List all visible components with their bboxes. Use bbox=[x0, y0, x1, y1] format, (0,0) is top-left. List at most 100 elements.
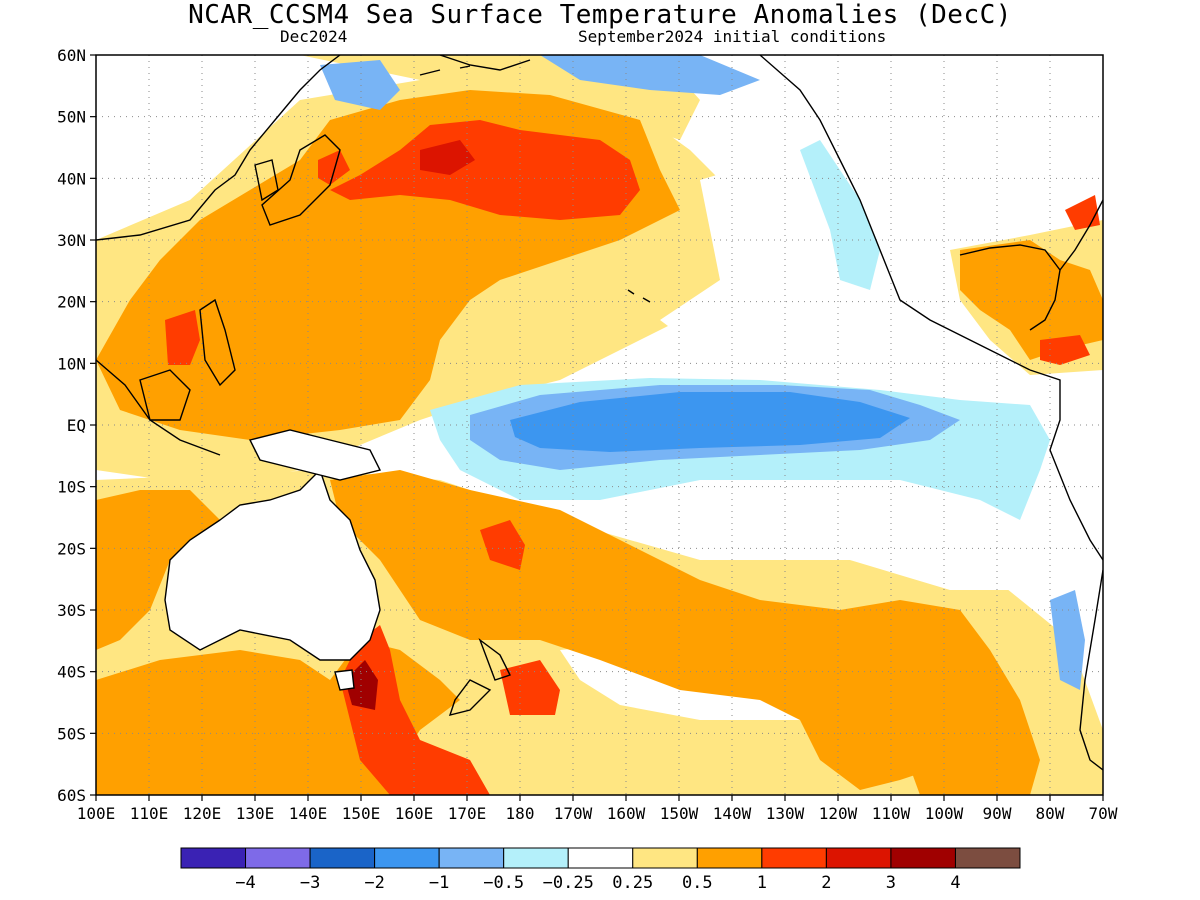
lat-tick-label: 30N bbox=[57, 231, 86, 250]
coastline-north-america bbox=[759, 55, 1031, 371]
coastline-hawaii bbox=[627, 289, 651, 303]
lat-tick-label: 50S bbox=[57, 724, 86, 743]
colorbar-label: −4 bbox=[235, 873, 255, 893]
lat-tick-label: 40S bbox=[57, 663, 86, 682]
colorbar-label: −0.5 bbox=[483, 873, 524, 893]
coastline-alaska bbox=[439, 55, 531, 71]
map-title: NCAR_CCSM4 Sea Surface Temperature Anoma… bbox=[188, 0, 1012, 30]
latitude-axis: 60N 50N 40N 30N 20N 10N EQ 10S 20S 30S 40S 50S 60S bbox=[57, 46, 96, 805]
colorbar-label: −2 bbox=[364, 873, 384, 893]
anomaly-field bbox=[96, 55, 1103, 795]
coastline-philippines bbox=[199, 298, 236, 387]
colorbar-swatch bbox=[890, 847, 956, 869]
coastline-new-zealand-south bbox=[448, 679, 492, 716]
forecast-month: Dec2024 bbox=[280, 27, 348, 46]
lon-tick-label: 150E bbox=[342, 804, 381, 823]
lat-tick-label: 50N bbox=[57, 108, 86, 127]
coastline-aleutians bbox=[419, 65, 471, 76]
colorbar-swatch bbox=[632, 847, 698, 869]
coastline-tasmania bbox=[334, 669, 355, 691]
lon-tick-label: 90W bbox=[983, 804, 1012, 823]
coastline-south-america bbox=[1029, 369, 1103, 771]
lon-tick-label: 180 bbox=[506, 804, 535, 823]
coastline-japan bbox=[261, 134, 341, 226]
colorbar-swatch bbox=[309, 847, 376, 869]
colorbar-label: 1 bbox=[757, 873, 767, 893]
coastline-new-zealand-north bbox=[478, 638, 511, 681]
colorbar-swatch bbox=[696, 847, 763, 869]
lat-tick-label: EQ bbox=[67, 416, 86, 435]
coastline-florida-east bbox=[1059, 199, 1103, 271]
lon-tick-label: 120W bbox=[819, 804, 858, 823]
lat-tick-label: 60N bbox=[57, 46, 86, 65]
hot-region-japan bbox=[318, 150, 350, 185]
colorbar-swatch bbox=[374, 847, 440, 869]
hot-region-caribbean bbox=[1040, 335, 1090, 365]
cool-region-north-pacific bbox=[540, 55, 760, 95]
hot-region-south-of-nz bbox=[500, 660, 560, 715]
lon-tick-label: 70W bbox=[1089, 804, 1118, 823]
lon-tick-label: 140W bbox=[713, 804, 752, 823]
hot-region-kuroshio bbox=[330, 120, 640, 220]
lat-tick-label: 30S bbox=[57, 601, 86, 620]
lon-tick-label: 170W bbox=[554, 804, 593, 823]
coastline-asia-mainland bbox=[96, 55, 341, 241]
lon-tick-label: 120E bbox=[183, 804, 222, 823]
coastline-gulf-of-mexico bbox=[959, 244, 1061, 331]
colorbar-label: 3 bbox=[886, 873, 896, 893]
colorbar-label: −0.25 bbox=[543, 873, 594, 893]
hottest-core-kuroshio bbox=[420, 140, 475, 175]
longitude-axis: 100E 110E 120E 130E 140E 150E 160E 170E 180 170W 1… bbox=[77, 795, 1118, 823]
lon-tick-label: 80W bbox=[1036, 804, 1065, 823]
coastline-new-guinea bbox=[248, 429, 382, 481]
lon-tick-label: 100E bbox=[77, 804, 116, 823]
colorbar-label: 4 bbox=[950, 873, 960, 893]
coastlines bbox=[96, 55, 1103, 771]
warm-region-far-southeast bbox=[900, 610, 1040, 795]
cool-region-bering bbox=[320, 60, 400, 110]
coastline-borneo bbox=[139, 369, 191, 421]
coastline-korea bbox=[254, 159, 279, 202]
lon-tick-label: 100W bbox=[925, 804, 964, 823]
lon-tick-label: 170E bbox=[448, 804, 487, 823]
colorbar-swatch bbox=[567, 847, 634, 869]
lon-tick-label: 110E bbox=[130, 804, 169, 823]
lat-tick-label: 20S bbox=[57, 539, 86, 558]
hot-region-coral-sea bbox=[480, 520, 525, 570]
warm-region-gulf-mexico bbox=[960, 240, 1103, 360]
colorbar-swatch bbox=[180, 847, 247, 869]
cool-region-california bbox=[800, 140, 880, 290]
lon-tick-label: 160E bbox=[395, 804, 434, 823]
lat-tick-label: 40N bbox=[57, 169, 86, 188]
lat-tick-label: 10S bbox=[57, 478, 86, 497]
cool-region-peru bbox=[1050, 590, 1085, 690]
colorbar-label: 0.25 bbox=[612, 873, 653, 893]
hot-region-tasman bbox=[340, 625, 490, 795]
lon-tick-label: 160W bbox=[607, 804, 646, 823]
colorbar-label: −1 bbox=[429, 873, 449, 893]
colorbar-swatch bbox=[245, 847, 311, 869]
colorbar-label: −3 bbox=[300, 873, 320, 893]
lat-tick-label: 60S bbox=[57, 786, 86, 805]
lon-tick-label: 150W bbox=[660, 804, 699, 823]
colorbar-legend: −4 −3 −2 −1 −0.5 −0.25 0.25 0.5 1 2 3 4 bbox=[180, 847, 1021, 893]
neutral-southeast bbox=[740, 500, 1010, 590]
colorbar-swatch bbox=[954, 847, 1021, 869]
coolest-region-equatorial bbox=[510, 392, 910, 452]
coastline-australia bbox=[164, 468, 381, 661]
colorbar-label: 0.5 bbox=[682, 873, 713, 893]
initial-conditions: September2024 initial conditions bbox=[578, 27, 887, 46]
lat-tick-label: 20N bbox=[57, 293, 86, 312]
coastline-sumatra-java bbox=[96, 359, 221, 456]
colorbar-swatch bbox=[761, 847, 827, 869]
colorbar-swatch bbox=[503, 847, 569, 869]
hot-region-philippines bbox=[165, 310, 200, 365]
lon-tick-label: 110W bbox=[872, 804, 911, 823]
colorbar-swatch bbox=[825, 847, 892, 869]
lon-tick-label: 140E bbox=[289, 804, 328, 823]
lon-tick-label: 130E bbox=[236, 804, 275, 823]
lat-tick-label: 10N bbox=[57, 354, 86, 373]
lon-tick-label: 130W bbox=[766, 804, 805, 823]
colorbar-label: 2 bbox=[821, 873, 831, 893]
